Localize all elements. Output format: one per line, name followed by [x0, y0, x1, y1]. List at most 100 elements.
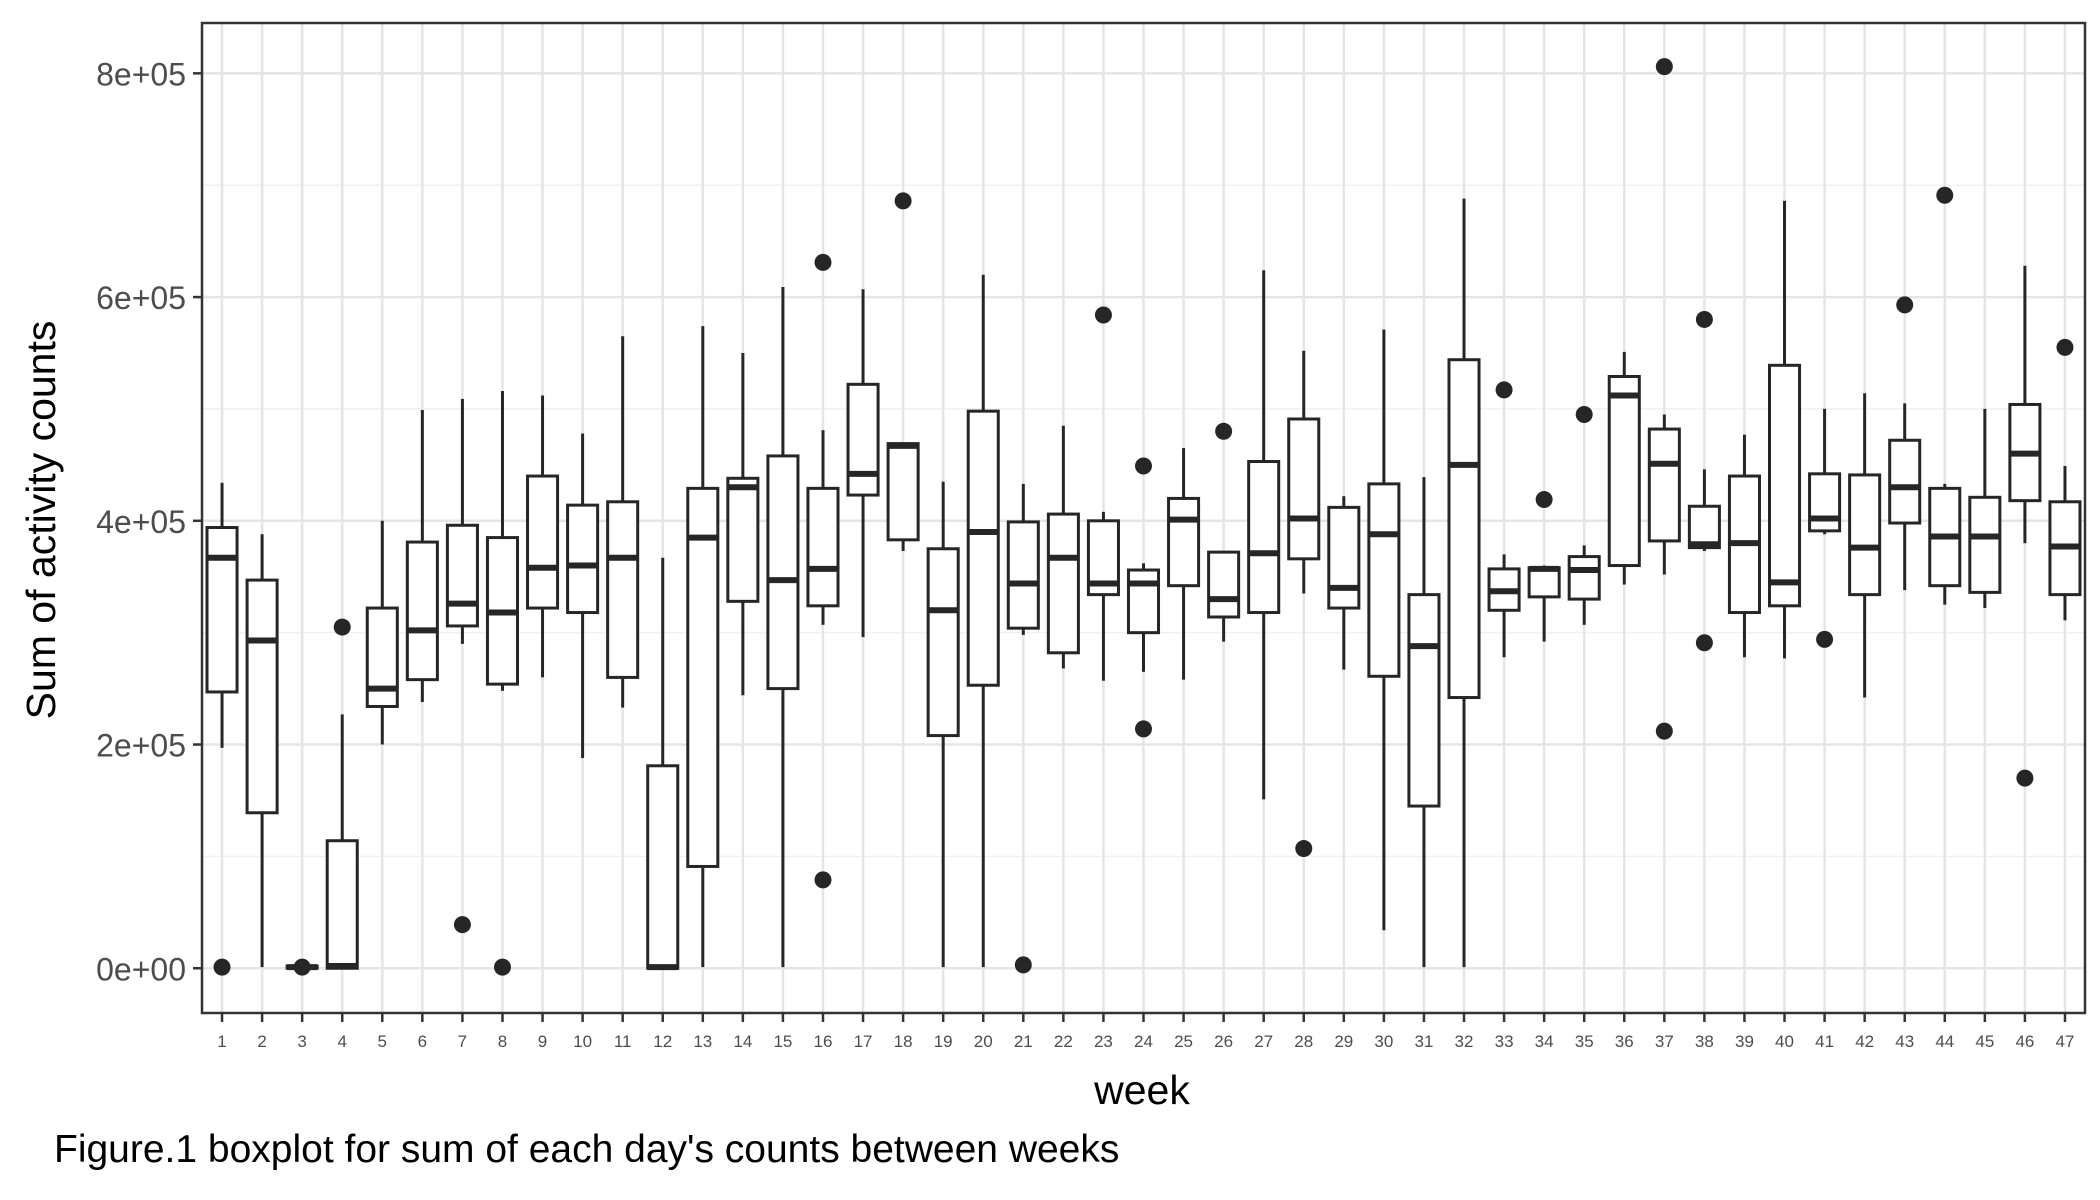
- iqr-box: [1367, 482, 1401, 678]
- x-tick-label: 40: [1775, 1032, 1794, 1051]
- iqr-box: [405, 540, 439, 682]
- box-week-38: [1687, 310, 1721, 652]
- iqr-box: [1126, 568, 1161, 635]
- iqr-box: [646, 764, 680, 970]
- x-tick-label: 15: [773, 1032, 792, 1051]
- iqr-box: [205, 526, 239, 694]
- iqr-box: [445, 523, 479, 628]
- outlier-point: [1695, 634, 1713, 652]
- box-week-25: [1167, 448, 1201, 680]
- outlier-point: [1575, 406, 1593, 424]
- outlier-point: [1535, 491, 1553, 509]
- iqr-box: [966, 409, 1000, 687]
- iqr-box: [806, 486, 840, 608]
- iqr-box: [1527, 566, 1561, 599]
- x-tick-label: 39: [1735, 1032, 1754, 1051]
- box-week-47: [2048, 338, 2082, 621]
- x-tick-label: 29: [1334, 1032, 1353, 1051]
- box-week-42: [1848, 393, 1882, 698]
- outlier-point: [1896, 296, 1914, 314]
- x-tick-label: 17: [854, 1032, 873, 1051]
- box-week-40: [1767, 200, 1802, 659]
- iqr-box: [766, 454, 800, 691]
- iqr-box: [1968, 495, 2002, 594]
- iqr-box: [365, 606, 399, 708]
- iqr-box: [526, 474, 560, 610]
- iqr-box: [1808, 472, 1842, 533]
- iqr-box: [1287, 417, 1321, 561]
- outlier-point: [333, 618, 351, 636]
- box-week-14: [726, 353, 760, 696]
- x-tick-label: 44: [1935, 1032, 1954, 1051]
- x-tick-label: 21: [1014, 1032, 1033, 1051]
- y-tick-label: 8e+05: [96, 56, 186, 92]
- box-week-31: [1407, 477, 1441, 968]
- outlier-point: [894, 192, 912, 210]
- x-tick-label: 35: [1575, 1032, 1594, 1051]
- y-axis-label: Sum of activity counts: [18, 321, 64, 720]
- box-week-30: [1367, 329, 1401, 931]
- box-week-10: [566, 433, 600, 758]
- outlier-point: [453, 916, 471, 934]
- iqr-box: [245, 578, 279, 815]
- x-tick-label: 27: [1254, 1032, 1273, 1051]
- iqr-box: [1247, 460, 1281, 615]
- outlier-point: [814, 253, 832, 271]
- box-week-15: [766, 287, 800, 968]
- outlier-point: [814, 871, 832, 889]
- box-week-3: [285, 958, 319, 976]
- outlier-point: [2016, 769, 2034, 787]
- outlier-point: [1094, 306, 1112, 324]
- x-tick-label: 42: [1855, 1032, 1874, 1051]
- outlier-point: [1655, 722, 1673, 740]
- y-tick-label: 6e+05: [96, 280, 186, 316]
- x-tick-label: 31: [1414, 1032, 1433, 1051]
- outlier-point: [1655, 58, 1673, 76]
- x-tick-label: 26: [1214, 1032, 1233, 1051]
- box-week-5: [365, 520, 399, 745]
- x-tick-label: 25: [1174, 1032, 1193, 1051]
- box-week-13: [686, 326, 720, 968]
- box-week-32: [1447, 198, 1481, 968]
- box-week-43: [1888, 296, 1922, 591]
- box-week-7: [445, 398, 479, 934]
- box-week-2: [245, 534, 279, 968]
- y-tick-label: 4e+05: [96, 504, 186, 540]
- iqr-box: [1006, 520, 1040, 630]
- box-week-46: [2008, 265, 2042, 787]
- x-tick-label: 13: [693, 1032, 712, 1051]
- box-week-34: [1527, 491, 1561, 642]
- x-tick-label: 36: [1615, 1032, 1634, 1051]
- iqr-box: [1207, 550, 1241, 619]
- box-week-29: [1327, 496, 1361, 670]
- iqr-box: [1647, 427, 1681, 543]
- box-week-4: [325, 618, 359, 970]
- x-tick-label: 19: [934, 1032, 953, 1051]
- box-week-33: [1487, 381, 1521, 658]
- x-tick-label: 38: [1695, 1032, 1714, 1051]
- box-week-18: [886, 192, 920, 551]
- iqr-box: [686, 486, 720, 868]
- x-tick-label: 12: [653, 1032, 672, 1051]
- x-tick-label: 34: [1535, 1032, 1554, 1051]
- box-week-1: [205, 482, 239, 976]
- x-tick-label: 32: [1455, 1032, 1474, 1051]
- x-tick-label: 24: [1134, 1032, 1153, 1051]
- iqr-box: [1447, 358, 1481, 700]
- x-tick-label: 18: [894, 1032, 913, 1051]
- outlier-point: [1495, 381, 1513, 399]
- outlier-point: [1014, 956, 1032, 974]
- x-tick-label: 45: [1975, 1032, 1994, 1051]
- outlier-point: [1215, 422, 1233, 440]
- outlier-point: [1135, 457, 1152, 475]
- x-tick-label: 28: [1294, 1032, 1313, 1051]
- box-week-24: [1126, 457, 1161, 738]
- box-week-39: [1727, 434, 1761, 658]
- iqr-box: [566, 503, 600, 615]
- x-tick-label: 33: [1495, 1032, 1514, 1051]
- iqr-box: [1888, 438, 1922, 525]
- x-tick-label: 46: [2015, 1032, 2034, 1051]
- box-week-44: [1928, 186, 1962, 605]
